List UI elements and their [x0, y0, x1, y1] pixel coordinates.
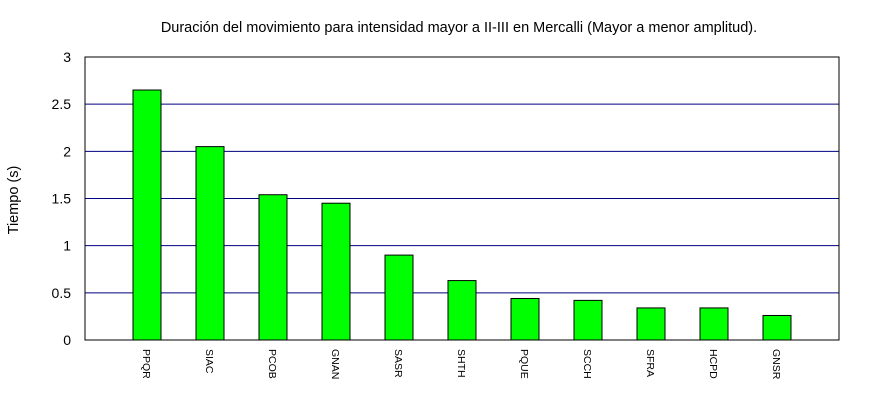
x-tick-label: PQUE — [518, 349, 530, 379]
bar-shth — [447, 280, 477, 341]
y-tick-label: 0 — [63, 332, 71, 348]
x-tick-label: SASR — [392, 349, 404, 378]
x-tick-labels: PPQR SIAC PCOB GNAN SASR SHTH PQUE SCCH SFRA HCPD… — [140, 349, 782, 380]
x-tick-label: PCOB — [266, 349, 278, 379]
bar-gnsr — [762, 314, 792, 341]
bar-sasr — [384, 254, 414, 341]
y-tick-label: 3 — [63, 49, 71, 65]
bar-sfra — [636, 307, 666, 341]
bar-ppqr — [132, 89, 162, 341]
y-tick-label: 2.5 — [52, 96, 72, 112]
x-tick-label: HCPD — [707, 349, 719, 379]
x-tick-label: SHTH — [455, 349, 467, 378]
y-tick-label: 0.5 — [52, 285, 72, 301]
y-axis-label: Tiempo (s) — [6, 166, 22, 235]
bar-scch — [573, 299, 603, 341]
plot-frame — [84, 56, 840, 341]
x-tick-label: SFRA — [644, 349, 656, 377]
bar-pque — [510, 297, 540, 341]
bar-pcob — [258, 194, 288, 341]
bar-siac — [195, 146, 225, 341]
bar-gnan — [321, 202, 351, 341]
x-tick-label: GNAN — [329, 349, 341, 379]
y-tick-labels: 0 0.5 1 1.5 2 2.5 3 — [52, 49, 72, 348]
x-tick-label: SCCH — [581, 349, 593, 379]
x-tick-label: GNSR — [770, 349, 782, 380]
y-tick-label: 1 — [63, 238, 71, 254]
bar-hcpd — [699, 307, 729, 341]
chart-title: Duración del movimiento para intensidad … — [161, 20, 757, 36]
y-tick-label: 2 — [63, 143, 71, 159]
x-tick-label: SIAC — [203, 349, 215, 374]
bars — [132, 89, 792, 341]
x-tick-label: PPQR — [140, 349, 152, 379]
y-tick-label: 1.5 — [52, 191, 72, 207]
